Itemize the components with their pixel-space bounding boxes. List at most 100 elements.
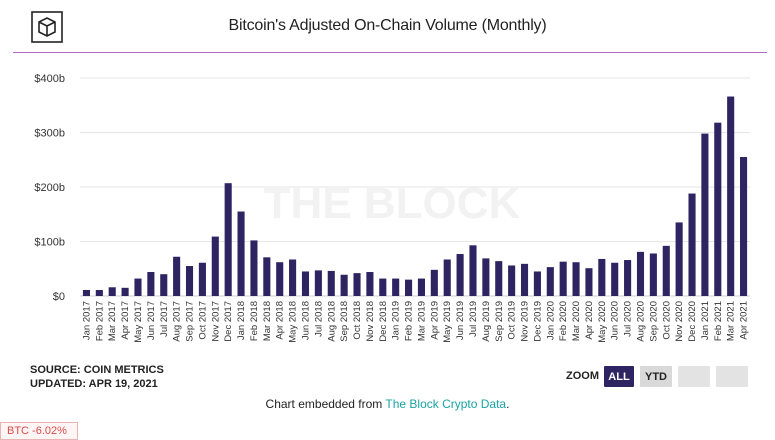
- bar-oct-2017[interactable]: [198, 262, 206, 296]
- bar-feb-2019[interactable]: [405, 279, 413, 296]
- bar-jul-2017[interactable]: [160, 274, 168, 296]
- bar-jan-2019[interactable]: [392, 278, 400, 296]
- x-tick-label: Oct 2017: [197, 301, 208, 340]
- bar-aug-2018[interactable]: [327, 270, 335, 296]
- x-tick-label: Jul 2018: [313, 301, 324, 337]
- bar-jun-2019[interactable]: [456, 254, 464, 296]
- bar-may-2020[interactable]: [598, 258, 606, 296]
- chart-title: Bitcoin's Adjusted On-Chain Volume (Mont…: [228, 17, 547, 34]
- x-tick-label: Jul 2017: [159, 301, 170, 337]
- zoom-range-button[interactable]: [716, 366, 748, 387]
- bar-apr-2017[interactable]: [121, 287, 129, 296]
- x-tick-label: Oct 2018: [352, 301, 363, 340]
- bar-jun-2020[interactable]: [611, 262, 619, 296]
- bar-feb-2021[interactable]: [714, 122, 722, 296]
- bar-oct-2020[interactable]: [662, 245, 670, 296]
- x-tick-label: Oct 2020: [661, 301, 672, 340]
- btc-ticker-badge[interactable]: BTC -6.02%: [0, 422, 78, 440]
- x-tick-label: Sep 2018: [339, 301, 350, 342]
- bar-mar-2021[interactable]: [727, 96, 735, 296]
- bar-jul-2020[interactable]: [624, 260, 632, 296]
- zoom-range-button[interactable]: [678, 366, 710, 387]
- bar-nov-2017[interactable]: [211, 236, 219, 296]
- x-tick-label: Jan 2018: [236, 301, 247, 340]
- chart-bars: [82, 96, 748, 296]
- bar-oct-2019[interactable]: [508, 265, 516, 296]
- y-tick-label: $0: [53, 291, 65, 303]
- x-tick-label: Feb 2017: [94, 301, 105, 341]
- bar-jan-2018[interactable]: [237, 211, 245, 296]
- chart-gridlines: [80, 77, 750, 297]
- bar-feb-2017[interactable]: [95, 290, 103, 296]
- y-tick-label: $100b: [34, 237, 65, 249]
- x-tick-label: Apr 2017: [120, 301, 131, 340]
- bar-nov-2018[interactable]: [366, 272, 374, 296]
- zoom-ytd-button[interactable]: YTD: [640, 366, 672, 387]
- x-tick-label: Feb 2018: [249, 301, 260, 341]
- bar-mar-2019[interactable]: [417, 278, 425, 296]
- bar-jan-2021[interactable]: [701, 133, 709, 296]
- x-tick-label: Aug 2018: [326, 301, 337, 342]
- bar-aug-2017[interactable]: [173, 256, 181, 296]
- bar-jun-2018[interactable]: [301, 271, 310, 296]
- x-tick-label: Dec 2017: [223, 301, 234, 342]
- bar-feb-2018[interactable]: [250, 240, 258, 296]
- x-tick-label: Feb 2021: [713, 301, 724, 341]
- x-tick-label: May 2017: [133, 301, 144, 343]
- embed-prefix: Chart embedded from: [265, 397, 386, 411]
- x-tick-label: Dec 2020: [687, 301, 698, 342]
- bar-dec-2019[interactable]: [533, 271, 541, 296]
- x-tick-label: Dec 2019: [532, 301, 543, 342]
- x-tick-label: Jun 2017: [146, 301, 157, 340]
- bar-mar-2020[interactable]: [572, 262, 580, 296]
- y-tick-label: $300b: [34, 128, 65, 140]
- bar-sep-2018[interactable]: [340, 274, 348, 296]
- bar-sep-2020[interactable]: [649, 253, 657, 296]
- bar-feb-2020[interactable]: [559, 261, 567, 296]
- bar-dec-2017[interactable]: [224, 183, 232, 296]
- embed-credit: Chart embedded from The Block Crypto Dat…: [0, 397, 775, 411]
- bar-mar-2018[interactable]: [263, 257, 271, 296]
- zoom-label: ZOOM: [566, 370, 599, 382]
- bar-jul-2018[interactable]: [314, 270, 322, 296]
- y-tick-label: $200b: [34, 182, 65, 194]
- zoom-all-button[interactable]: ALL: [604, 366, 634, 387]
- x-tick-label: Aug 2019: [481, 301, 492, 342]
- x-tick-label: Nov 2019: [520, 301, 531, 342]
- x-tick-label: Jan 2019: [391, 301, 402, 340]
- bar-sep-2019[interactable]: [495, 261, 503, 296]
- bar-apr-2019[interactable]: [430, 269, 438, 296]
- y-tick-label: $400b: [34, 73, 65, 85]
- bar-apr-2021[interactable]: [740, 157, 748, 296]
- bar-may-2018[interactable]: [289, 259, 297, 296]
- bar-oct-2018[interactable]: [353, 273, 361, 296]
- x-tick-label: Mar 2021: [726, 301, 737, 341]
- bar-dec-2020[interactable]: [688, 193, 696, 296]
- bar-jan-2017[interactable]: [82, 290, 90, 296]
- bar-aug-2019[interactable]: [482, 258, 490, 296]
- bar-jul-2019[interactable]: [469, 245, 477, 296]
- bar-apr-2018[interactable]: [276, 262, 284, 296]
- bar-may-2017[interactable]: [134, 278, 142, 296]
- bar-jun-2017[interactable]: [147, 272, 155, 296]
- bar-mar-2017[interactable]: [108, 287, 116, 296]
- x-tick-label: May 2019: [442, 301, 453, 343]
- x-tick-label: Mar 2017: [107, 301, 118, 341]
- bar-aug-2020[interactable]: [636, 251, 645, 296]
- bar-nov-2020[interactable]: [675, 222, 683, 296]
- bar-jan-2020[interactable]: [546, 267, 554, 296]
- bar-apr-2020[interactable]: [585, 268, 593, 296]
- x-tick-label: Jun 2018: [300, 301, 311, 340]
- embed-link[interactable]: The Block Crypto Data: [385, 397, 507, 411]
- x-tick-label: Feb 2020: [558, 301, 569, 341]
- bar-sep-2017[interactable]: [185, 266, 194, 296]
- x-tick-label: Jul 2019: [468, 301, 479, 337]
- bar-dec-2018[interactable]: [379, 278, 387, 296]
- x-tick-label: Aug 2020: [635, 301, 646, 342]
- x-tick-label: Nov 2020: [674, 301, 685, 342]
- cube-logo-icon: [31, 11, 63, 43]
- bar-may-2019[interactable]: [443, 259, 451, 296]
- x-tick-label: Jan 2021: [700, 301, 711, 340]
- bar-nov-2019[interactable]: [520, 263, 529, 296]
- x-tick-label: May 2020: [597, 301, 608, 343]
